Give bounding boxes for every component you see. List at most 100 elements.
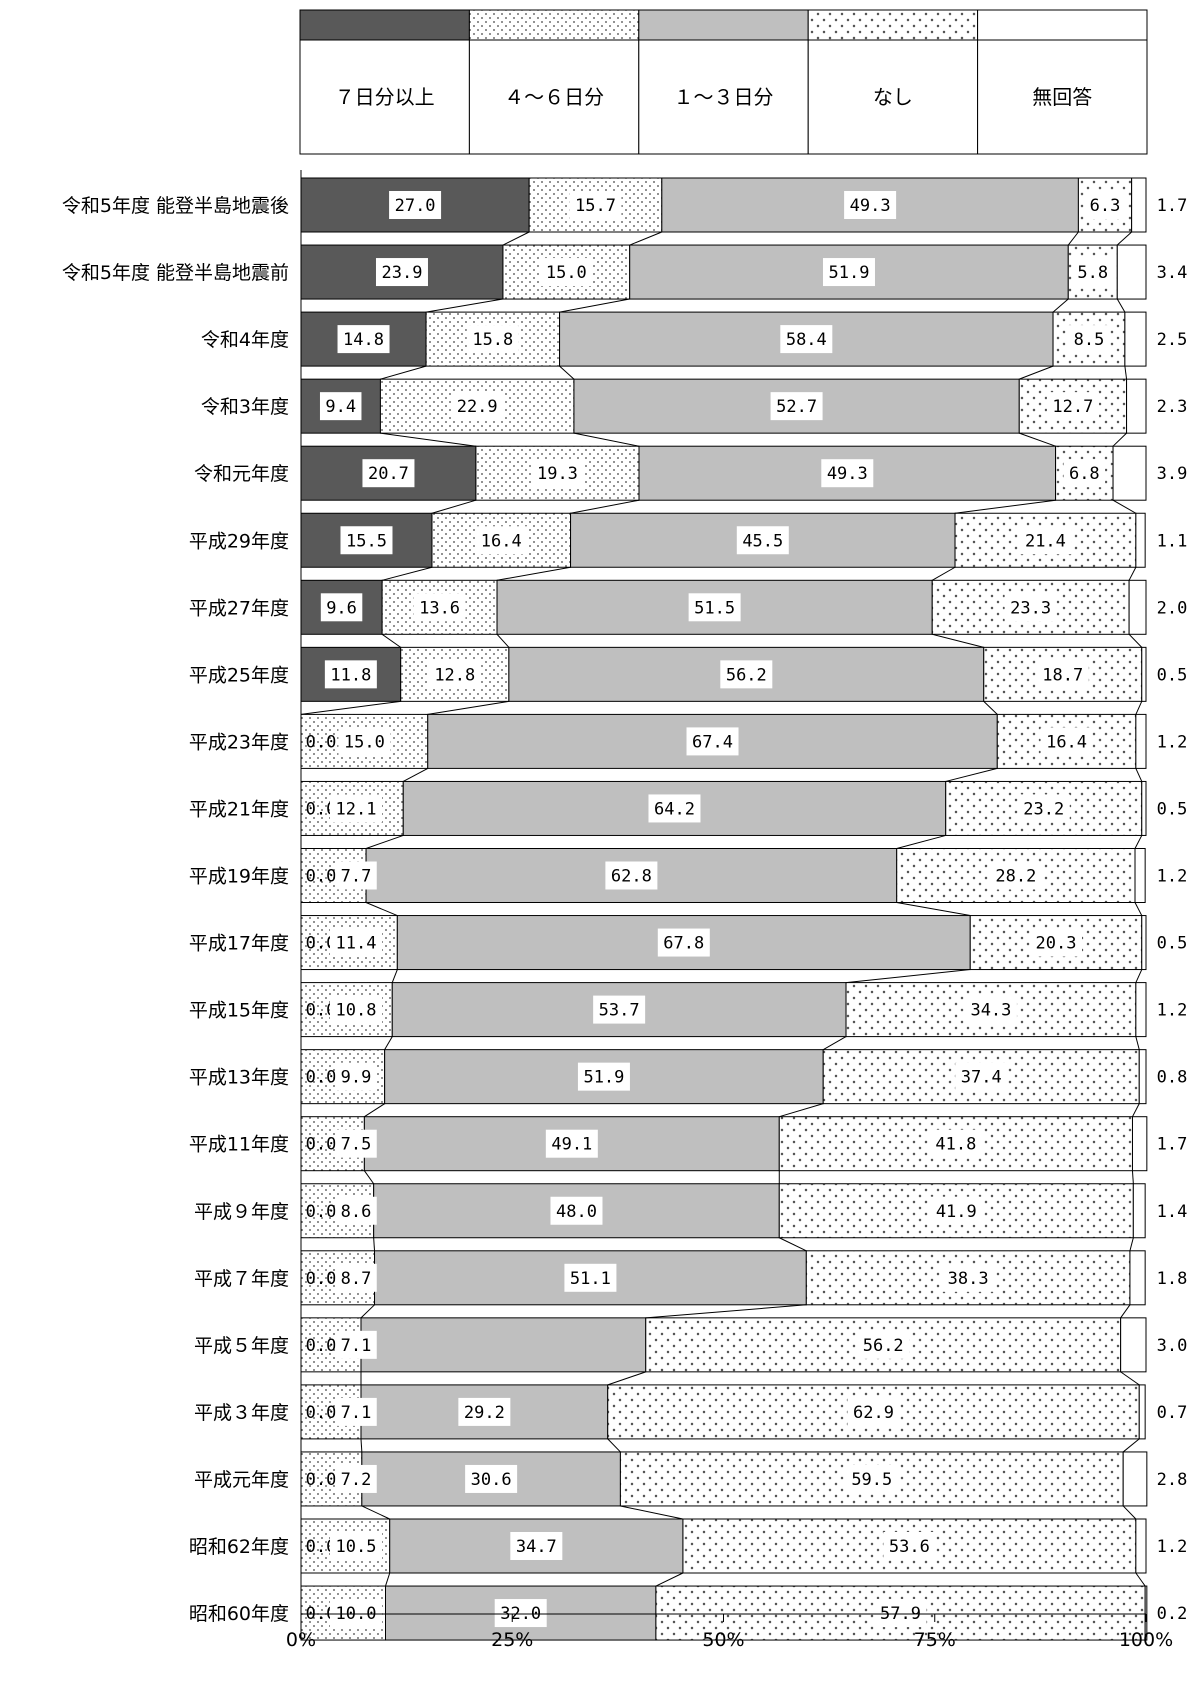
data-label-bg: [1072, 258, 1114, 287]
bar-segment-5: [1134, 848, 1146, 903]
no-answer-value: 0.7: [1157, 1403, 1188, 1423]
data-label: 29.2: [464, 1403, 505, 1423]
bar-row: 11.8 12.8 56.2 18.7: [300, 646, 1147, 702]
no-answer-value: 0.2: [1157, 1604, 1188, 1624]
connector-line: [1135, 768, 1143, 782]
connector-line: [822, 1036, 847, 1051]
category-label: 昭和62年度: [189, 1536, 289, 1558]
data-label-bg: [1040, 727, 1093, 756]
bar-segment-5: [1112, 445, 1147, 501]
legend-cell-5: [977, 39, 1148, 155]
bar-segment-5: [1141, 780, 1147, 836]
data-label-bg: [335, 1397, 377, 1426]
connector-line: [1122, 1438, 1140, 1453]
data-label-bg: [330, 1599, 382, 1628]
data-label-bg: [847, 1397, 900, 1426]
connector-line: [655, 1572, 684, 1587]
bar-row: 0.0 7.1 29.2 62.9: [300, 1384, 1146, 1440]
legend-cell-1: [299, 39, 470, 155]
bar-segment-5: [1141, 915, 1147, 971]
category-label: 令和5年度 能登半島地震後: [62, 195, 289, 217]
data-label-bg: [989, 861, 1042, 890]
data-label: 0.0: [306, 1403, 337, 1423]
data-label-bg: [605, 861, 658, 890]
category-label: 平成５年度: [194, 1335, 289, 1357]
data-label: 16.4: [481, 531, 522, 551]
bar-row: 0.0 10.8 53.7 34.3: [300, 982, 1147, 1038]
category-label: 令和5年度 能登半島地震前: [62, 262, 289, 284]
data-label-bg: [822, 258, 875, 287]
connector-line: [1128, 567, 1137, 581]
data-label-bg: [736, 526, 789, 555]
category-label: 令和元年度: [194, 463, 289, 485]
data-label: 41.9: [936, 1202, 977, 1222]
data-label-bg: [1046, 392, 1099, 421]
category-label: 平成15年度: [189, 1000, 289, 1022]
category-label: 平成29年度: [189, 530, 289, 552]
connector-line: [496, 566, 571, 581]
data-label: 53.7: [599, 1001, 640, 1021]
connector-line: [1135, 969, 1143, 983]
category-label: 平成25年度: [189, 664, 289, 686]
data-label: 15.8: [472, 330, 513, 350]
data-label: 0.0: [306, 1470, 337, 1490]
data-label-bg: [874, 1599, 927, 1628]
data-label: 0.0: [306, 1269, 337, 1289]
bar-row: 0.0 10.0 32.0 57.9: [300, 1585, 1148, 1641]
data-label-bg: [330, 995, 382, 1024]
data-label: 38.3: [948, 1269, 989, 1289]
connector-line: [361, 1505, 390, 1520]
data-label: 0.0: [306, 1068, 337, 1088]
data-label-bg: [648, 794, 701, 823]
data-label-bg: [428, 660, 481, 689]
category-label: 平成27年度: [189, 597, 289, 619]
data-label-bg: [688, 593, 741, 622]
connector-line: [1120, 1304, 1131, 1319]
data-label: 21.4: [1025, 531, 1066, 551]
bar-segment-1: [300, 579, 383, 635]
no-answer-value: 1.2: [1157, 732, 1188, 752]
data-label: 51.9: [583, 1068, 624, 1088]
connector-line: [1135, 701, 1143, 715]
category-label: 昭和60年度: [189, 1603, 289, 1625]
data-label-bg: [335, 1263, 377, 1292]
connector-line: [385, 1572, 391, 1587]
data-label: 7.1: [341, 1336, 372, 1356]
data-label: 0.0: [306, 799, 337, 819]
connector-line: [1019, 365, 1054, 380]
no-answer-value: 1.8: [1157, 1269, 1188, 1289]
connector-line: [427, 700, 509, 715]
connector-line: [559, 365, 575, 380]
data-label: 13.6: [419, 598, 460, 618]
connector-line: [365, 902, 398, 917]
data-label-bg: [545, 1129, 598, 1158]
no-answer-labels: 1.7 3.4 2.5 2.3 3.9 1.1 2.0 0.5 1.2 0.5 1.2 0.5 1.2 0…: [1157, 196, 1188, 1624]
data-label: 15.5: [346, 531, 387, 551]
connector-line: [931, 566, 956, 581]
connector-line: [380, 432, 476, 447]
connector-line: [431, 499, 477, 514]
data-label: 48.0: [556, 1202, 597, 1222]
data-label: 19.3: [537, 464, 578, 484]
data-label: 34.3: [970, 1001, 1011, 1021]
connector-line: [425, 298, 504, 313]
connector-line: [573, 432, 640, 447]
data-label: 9.4: [325, 397, 356, 417]
connector-line: [1120, 1371, 1140, 1386]
data-label: 18.7: [1042, 665, 1083, 685]
data-label: 49.1: [551, 1135, 592, 1155]
data-label: 6.8: [1069, 464, 1100, 484]
data-label-bg: [857, 1330, 910, 1359]
data-label-bg: [770, 392, 823, 421]
data-label: 0.0: [306, 867, 337, 887]
data-label-bg: [1019, 526, 1072, 555]
data-label-bg: [964, 995, 1017, 1024]
data-label: 12.7: [1052, 397, 1093, 417]
data-label-bg: [335, 1062, 377, 1091]
bar-segment-3: [360, 1317, 647, 1373]
data-label: 67.8: [663, 934, 704, 954]
no-answer-value: 2.3: [1157, 397, 1188, 417]
no-answer-value: 3.4: [1157, 263, 1188, 283]
bar-segment-5: [1124, 311, 1147, 367]
